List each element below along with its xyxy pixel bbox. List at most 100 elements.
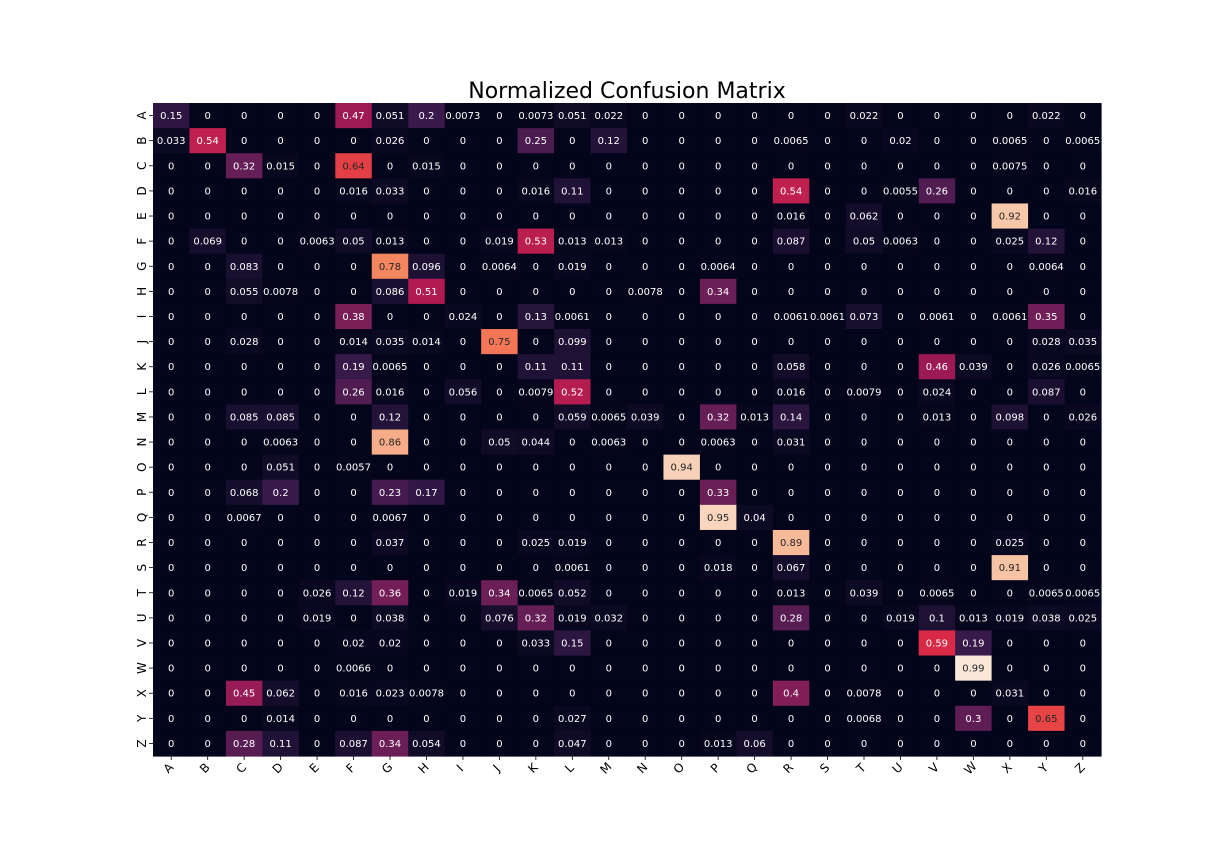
cell-value-label: 0.016: [339, 186, 368, 197]
cell-value-label: 0.019: [449, 588, 478, 599]
heatmap-cell: [627, 303, 665, 330]
heatmap-cell: [444, 178, 482, 205]
heatmap-cell: [809, 479, 847, 506]
heatmap-cell: [590, 103, 628, 129]
heatmap-cell: [225, 354, 263, 380]
heatmap-cell: [298, 655, 336, 682]
cell-value-label: 0: [642, 689, 648, 700]
cell-value-label: 0.0061: [919, 312, 954, 323]
heatmap-cell: [882, 605, 920, 632]
heatmap-cell: [809, 730, 847, 757]
heatmap-cell: [517, 128, 555, 154]
heatmap-cell: [699, 303, 737, 330]
cell-value-label: 0.54: [780, 186, 802, 197]
heatmap-cell: [481, 103, 519, 129]
cell-value-label: 0: [642, 438, 648, 449]
heatmap-cell: [554, 605, 592, 632]
heatmap-cell: [736, 329, 774, 355]
heatmap-cell: [153, 680, 191, 707]
heatmap-cell: [809, 404, 847, 431]
heatmap-cell: [153, 404, 191, 431]
heatmap-cell: [918, 303, 956, 330]
heatmap-cell: [590, 555, 628, 581]
cell-value-label: 0.64: [342, 161, 364, 172]
cell-value-label: 0.0065: [919, 588, 954, 599]
heatmap-cell: [845, 605, 883, 632]
heatmap-cell: [554, 379, 592, 405]
cell-value-label: 0.019: [558, 262, 587, 273]
cell-value-label: 0: [751, 287, 757, 298]
cell-value-label: 0: [715, 186, 721, 197]
cell-value-label: 0: [460, 563, 466, 574]
cell-value-label: 0: [861, 412, 867, 423]
heatmap-cell: [882, 730, 920, 757]
cell-value-label: 0: [205, 513, 211, 524]
cell-value-label: 0: [934, 714, 940, 725]
cell-value-label: 0: [314, 362, 320, 373]
cell-value-label: 0: [496, 664, 502, 675]
y-tick-label: S: [135, 564, 149, 572]
heatmap-cell: [481, 228, 519, 255]
cell-value-label: 0: [897, 262, 903, 273]
cell-value-label: 0: [970, 387, 976, 398]
heatmap-cell: [1028, 555, 1066, 581]
cell-value-label: 0: [1007, 513, 1013, 524]
cell-value-label: 0: [460, 613, 466, 624]
heatmap-cell: [517, 253, 555, 280]
y-tick-label: N: [135, 438, 149, 447]
cell-value-label: 0.067: [777, 563, 806, 574]
cell-value-label: 0: [824, 739, 830, 750]
cell-value-label: 0: [168, 463, 174, 474]
cell-value-label: 0: [934, 237, 940, 248]
cell-value-label: 0: [460, 513, 466, 524]
cell-value-label: 0.23: [379, 488, 401, 499]
cell-value-label: 0: [496, 387, 502, 398]
cell-value-label: 0.05: [853, 237, 875, 248]
heatmap-cell: [225, 178, 263, 205]
cell-value-label: 0: [715, 337, 721, 348]
cell-value-label: 0: [679, 563, 685, 574]
heatmap-cell: [481, 128, 519, 154]
cell-value-label: 0: [679, 689, 685, 700]
heatmap-cell: [481, 680, 519, 707]
cell-value-label: 0: [277, 212, 283, 223]
cell-value-label: 0: [277, 588, 283, 599]
x-tick-label: H: [415, 760, 431, 776]
heatmap-cell: [262, 203, 300, 230]
cell-value-label: 0: [679, 488, 685, 499]
heatmap-cell: [699, 354, 737, 380]
cell-value-label: 0.0073: [445, 111, 480, 122]
cell-value-label: 0: [824, 689, 830, 700]
cell-value-label: 0: [715, 664, 721, 675]
cell-value-label: 0: [460, 237, 466, 248]
cell-value-label: 0.33: [707, 488, 729, 499]
heatmap-cell: [1028, 128, 1066, 154]
heatmap-cell: [444, 580, 482, 606]
cell-value-label: 0.028: [1032, 337, 1061, 348]
cell-value-label: 0.019: [558, 538, 587, 549]
heatmap-cell: [955, 529, 993, 556]
heatmap-cell: [335, 329, 373, 355]
heatmap-cell: [371, 730, 409, 757]
heatmap-cell: [481, 454, 519, 481]
heatmap-cell: [298, 128, 336, 154]
heatmap-cell: [371, 329, 409, 355]
x-axis: A B C D E F G H I J K L M N O P Q R S T U V W X Y Z: [161, 756, 1088, 777]
cell-value-label: 0: [970, 488, 976, 499]
heatmap-cell: [444, 329, 482, 355]
cell-value-label: 0: [1080, 463, 1086, 474]
x-tick-label: N: [634, 760, 650, 776]
cell-value-label: 0: [679, 111, 685, 122]
cell-value-label: 0: [934, 463, 940, 474]
cell-value-label: 0.076: [485, 613, 514, 624]
cell-value-label: 0.38: [342, 312, 364, 323]
cell-value-label: 0.019: [303, 613, 332, 624]
cell-value-label: 0: [277, 613, 283, 624]
heatmap-cell: [736, 178, 774, 205]
y-tick-label: T: [135, 588, 149, 597]
cell-value-label: 0: [460, 412, 466, 423]
cell-value-label: 0: [387, 161, 393, 172]
heatmap-cell: [991, 354, 1029, 380]
heatmap-cell: [444, 680, 482, 707]
heatmap-cell: [189, 178, 227, 205]
